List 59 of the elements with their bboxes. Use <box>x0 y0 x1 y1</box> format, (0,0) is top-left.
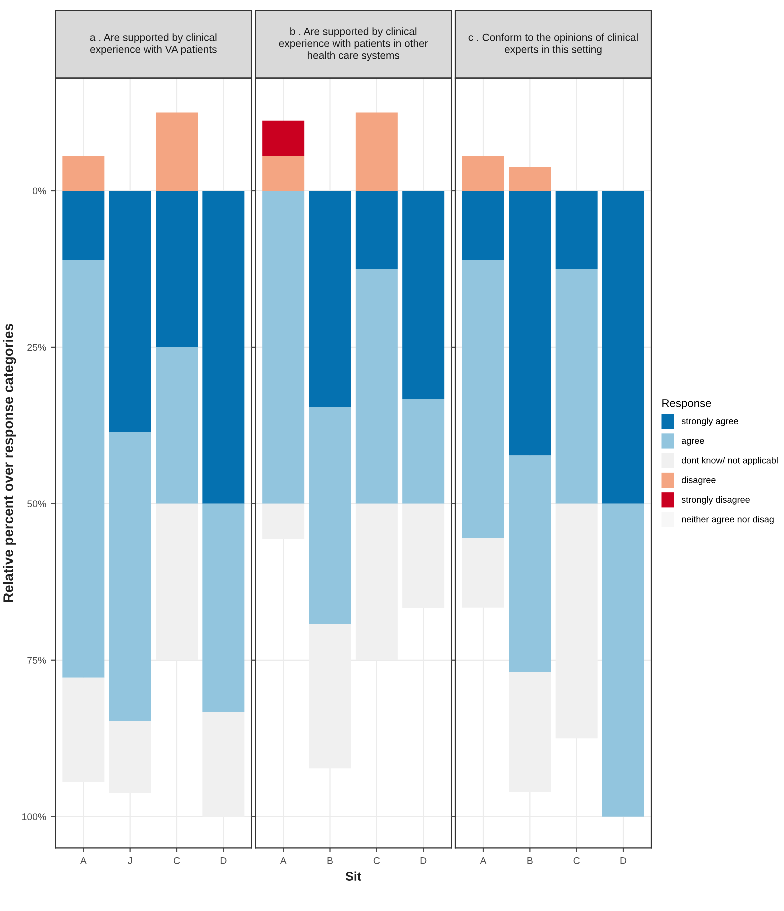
bar <box>262 191 305 504</box>
y-tick-label: 75% <box>28 657 46 664</box>
bar <box>156 347 198 504</box>
bar <box>309 191 352 408</box>
bar <box>509 456 552 672</box>
x-tick-label: A <box>480 858 487 864</box>
bar <box>509 191 552 456</box>
y-axis-title: Relative percent over response categories <box>3 324 16 602</box>
bar <box>509 167 552 191</box>
bar <box>462 156 505 191</box>
legend-title: Response <box>662 400 712 410</box>
bar <box>202 191 245 504</box>
legend-label: neither agree nor disag <box>682 516 774 524</box>
x-tick-label: A <box>80 858 87 864</box>
bar <box>402 191 445 400</box>
x-tick-label: D <box>420 858 427 864</box>
bar <box>156 191 198 348</box>
bar <box>62 156 105 191</box>
legend-label: disagree <box>682 476 716 486</box>
x-tick-label: C <box>574 857 580 864</box>
bar <box>309 408 352 624</box>
bar <box>202 504 245 712</box>
legend-label: strongly agree <box>682 418 738 426</box>
x-tick-label: B <box>528 858 533 864</box>
legend-label: agree <box>682 439 704 446</box>
x-tick-label: C <box>374 857 380 864</box>
x-axis-title: Sit <box>346 872 362 881</box>
bar <box>109 432 152 722</box>
chart-title: a . Are supported by clinical experience with VA patients <box>90 34 217 56</box>
bar <box>602 504 645 817</box>
bar <box>62 260 105 678</box>
y-tick-label: 100% <box>22 814 46 820</box>
y-tick-label: 0% <box>32 188 46 195</box>
x-tick-label: D <box>620 858 627 864</box>
bar <box>402 399 445 504</box>
x-tick-label: J <box>128 858 132 864</box>
x-tick-label: D <box>220 858 227 864</box>
chart-title: c . Conform to the opinions of clinical experts in this setting <box>468 34 638 56</box>
bar <box>156 112 198 191</box>
chart-title: b . Are supported by clinical experience with patients in other health care systems <box>279 28 428 62</box>
bar <box>262 156 305 191</box>
x-tick-label: C <box>174 857 180 864</box>
legend-label: strongly disagree <box>682 496 750 505</box>
bar <box>109 191 152 432</box>
bar <box>556 191 598 270</box>
bar <box>356 191 398 270</box>
bar <box>356 269 398 504</box>
x-tick-label: B <box>328 858 333 864</box>
x-tick-label: A <box>280 858 287 864</box>
bar <box>556 269 598 504</box>
bar <box>602 191 645 504</box>
legend-label: dont know/ not applicabl <box>682 457 778 466</box>
bar <box>462 260 505 538</box>
bar <box>462 191 505 260</box>
y-tick-label: 25% <box>28 344 46 352</box>
bar <box>356 112 398 191</box>
y-tick-label: 50% <box>28 500 46 508</box>
bar <box>262 120 305 156</box>
bar <box>62 191 105 260</box>
